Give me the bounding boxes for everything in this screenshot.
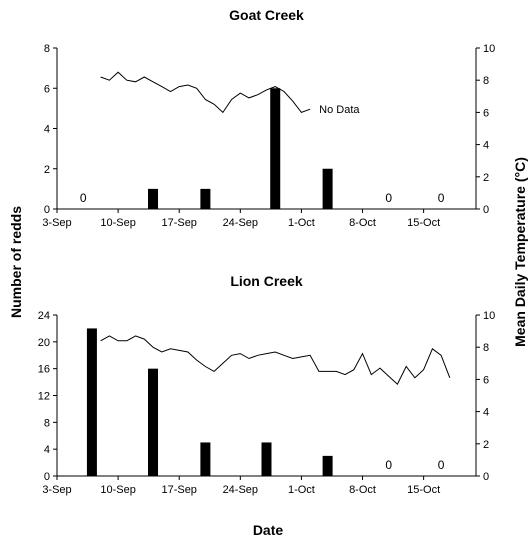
no-data-annotation: No Data [319, 104, 360, 116]
x-tick-label: 17-Sep [161, 217, 196, 229]
y-tick-label-right: 8 [483, 75, 489, 87]
x-tick-label: 10-Sep [100, 484, 135, 496]
y-tick-label-left: 4 [44, 124, 50, 136]
y-tick-label-left: 6 [44, 83, 50, 95]
y-tick-label-right: 4 [483, 407, 489, 419]
y-tick-label-left: 8 [44, 43, 50, 55]
redd-bar [261, 442, 272, 476]
zero-count-label: 0 [385, 458, 392, 472]
y-tick-label-right: 2 [483, 439, 489, 451]
x-tick-label: 24-Sep [223, 217, 258, 229]
temperature-line [100, 71, 311, 114]
y-tick-label-right: 0 [483, 471, 489, 483]
y-tick-label-left: 16 [38, 364, 50, 376]
x-tick-label: 8-Oct [349, 217, 376, 229]
y-tick-label-left: 24 [38, 310, 50, 322]
y-tick-label-left: 20 [38, 337, 50, 349]
y-axis-title-left: Number of redds [8, 206, 24, 318]
x-tick-label: 24-Sep [223, 484, 258, 496]
y-tick-label-left: 2 [44, 164, 50, 176]
y-tick-label-right: 8 [483, 342, 489, 354]
x-tick-label: 10-Sep [100, 217, 135, 229]
temperature-line [100, 335, 451, 386]
zero-count-label: 0 [438, 191, 445, 205]
y-tick-label-left: 12 [38, 391, 50, 403]
y-tick-label-left: 4 [44, 444, 50, 456]
zero-count-label: 0 [80, 191, 87, 205]
x-tick-label: 15-Oct [407, 217, 440, 229]
x-tick-label: 1-Oct [288, 484, 315, 496]
y-tick-label-right: 10 [483, 310, 495, 322]
redd-bar [270, 88, 281, 209]
y-tick-label-right: 0 [483, 204, 489, 216]
y-tick-label-right: 2 [483, 172, 489, 184]
x-tick-label: 17-Sep [161, 484, 196, 496]
redd-bar [148, 188, 159, 209]
x-tick-label: 8-Oct [349, 484, 376, 496]
y-axis-title-right: Mean Daily Temperature (°C) [512, 157, 528, 347]
y-tick-label-right: 6 [483, 107, 489, 119]
y-tick-label-left: 0 [44, 204, 50, 216]
redd-bar [86, 328, 97, 476]
redd-bar [322, 455, 333, 476]
x-tick-label: 15-Oct [407, 484, 440, 496]
y-tick-label-left: 0 [44, 471, 50, 483]
zero-count-label: 0 [385, 191, 392, 205]
x-axis-title: Date [253, 522, 284, 538]
redd-bar [148, 368, 159, 476]
y-tick-label-left: 8 [44, 417, 50, 429]
x-tick-label: 1-Oct [288, 217, 315, 229]
y-tick-label-right: 10 [483, 43, 495, 55]
redd-bar [200, 188, 211, 209]
chart-title: Goat Creek [229, 7, 304, 23]
chart-title: Lion Creek [230, 273, 303, 289]
redd-bar [200, 442, 211, 476]
zero-count-label: 0 [438, 458, 445, 472]
y-tick-label-right: 4 [483, 140, 489, 152]
redd-bar [322, 168, 333, 209]
x-tick-label: 3-Sep [42, 484, 71, 496]
x-tick-label: 3-Sep [42, 217, 71, 229]
y-tick-label-right: 6 [483, 374, 489, 386]
panel-goat-creek: Goat Creek 0 2 4 6 8 0 2 4 6 8 10 3-Sep 10-Sep 17-Sep 2… [42, 7, 495, 229]
